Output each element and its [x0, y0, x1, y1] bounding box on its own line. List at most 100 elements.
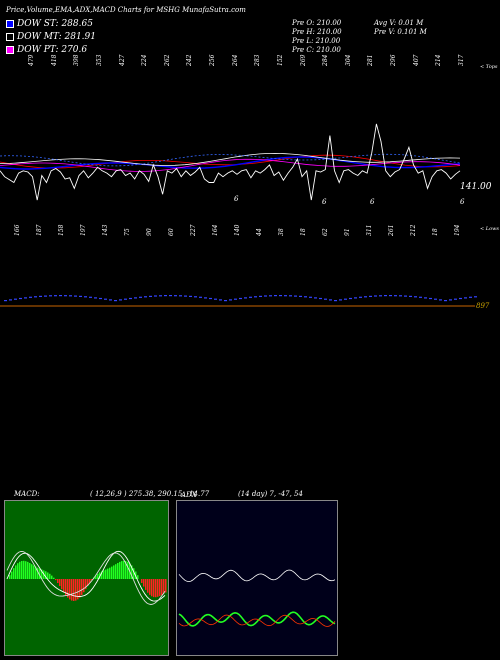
volume-dot — [9, 299, 12, 301]
macd-bar — [13, 568, 15, 579]
macd-bar — [15, 565, 17, 579]
macd-bar — [75, 579, 77, 601]
legend-label: DOW MT: 281.91 — [17, 32, 96, 42]
volume-dot — [314, 297, 317, 299]
macd-bar — [59, 579, 61, 586]
volume-dot — [194, 296, 197, 298]
macd-bar — [65, 579, 67, 596]
volume-dot — [284, 295, 287, 297]
volume-dot — [134, 297, 137, 299]
macd-bar — [83, 579, 85, 593]
macd-bar — [131, 565, 133, 579]
stat-prev-high: Pre H: 210.00 — [292, 28, 342, 36]
volume-dot — [264, 295, 267, 297]
macd-bar — [121, 561, 123, 579]
macd-bar — [37, 567, 39, 579]
volume-dot — [39, 295, 42, 297]
macd-panel — [4, 500, 169, 656]
legend-swatch — [6, 32, 14, 41]
legend-swatch — [6, 19, 14, 28]
volume-dot — [169, 295, 172, 297]
adx-line — [178, 569, 336, 583]
volume-dot — [449, 299, 452, 301]
macd-bar — [147, 579, 149, 593]
macd-bar — [113, 565, 115, 579]
volume-dot — [74, 295, 77, 297]
volume-dot — [29, 296, 32, 298]
volume-dot — [84, 296, 87, 298]
volume-dot — [374, 295, 377, 297]
macd-bar — [77, 579, 79, 600]
marker-label: 6 — [322, 198, 327, 206]
volume-dot — [239, 297, 242, 300]
volume-dot — [394, 295, 397, 297]
macd-bar — [47, 572, 49, 579]
volume-dot — [59, 295, 62, 297]
volume-dot — [404, 295, 407, 297]
adx-line — [178, 614, 336, 627]
macd-bar — [25, 561, 27, 579]
adx-panel: ADX — [176, 491, 338, 656]
macd-bar — [23, 560, 25, 579]
macd-bar — [161, 579, 163, 595]
macd-bar — [163, 579, 165, 594]
volume-dot — [334, 300, 337, 302]
volume-dot — [344, 298, 347, 300]
marker-label: 6 — [370, 198, 375, 206]
volume-dot — [204, 297, 207, 299]
macd-bar — [69, 579, 71, 600]
volume-dot — [409, 295, 412, 297]
volume-dot — [389, 295, 392, 297]
volume-dot — [139, 296, 142, 298]
volume-dot — [359, 296, 362, 298]
volume-dot — [459, 297, 462, 300]
macd-chart — [6, 550, 167, 605]
volume-dot — [129, 297, 132, 300]
volume-dot — [219, 299, 222, 301]
macd-bar — [149, 579, 151, 595]
macd-label: MACD: — [14, 490, 40, 498]
volume-dot — [369, 295, 372, 297]
macd-bar — [51, 575, 53, 579]
macd-bar — [71, 579, 73, 601]
volume-dot — [144, 296, 147, 298]
macd-bar — [73, 579, 75, 601]
macd-bar — [141, 579, 143, 583]
volume-value-label: 897 — [476, 302, 490, 310]
macd-bar — [49, 573, 51, 579]
macd-bar — [123, 560, 125, 579]
volume-dot — [329, 299, 332, 301]
volume-dot — [304, 296, 307, 298]
macd-bar — [21, 561, 23, 579]
stat-prev-close: Pre C: 210.00 — [292, 46, 341, 54]
stat-prev-open: Pre O: 210.00 — [292, 19, 342, 27]
volume-dot — [354, 297, 357, 299]
legend-dow-mt: DOW MT: 281.91 — [6, 32, 96, 42]
volume-dot — [384, 295, 387, 297]
macd-bar — [107, 568, 109, 579]
volume-dot — [244, 297, 247, 299]
macd-bar — [137, 575, 139, 579]
macd-bar — [145, 579, 147, 590]
price-chart — [0, 123, 477, 307]
volume-dot — [159, 295, 162, 297]
volume-dot — [174, 295, 177, 297]
volume-dot — [164, 295, 167, 297]
volume-dot — [419, 296, 422, 298]
volume-dot — [69, 295, 72, 297]
price-line — [0, 123, 461, 201]
volume-dot — [429, 297, 432, 300]
macd-bar — [11, 571, 13, 579]
volume-dot — [4, 300, 7, 302]
volume-dot — [319, 297, 322, 300]
volume-dot — [249, 296, 252, 298]
macd-bar — [85, 579, 87, 590]
macd-bar — [105, 569, 107, 579]
volume-dot — [19, 297, 22, 300]
volume-dot — [294, 295, 297, 297]
macd-bar — [33, 565, 35, 579]
macd-bar — [151, 579, 153, 597]
volume-dot — [89, 296, 92, 298]
macd-bar — [39, 568, 41, 579]
volume-dot — [439, 299, 442, 301]
